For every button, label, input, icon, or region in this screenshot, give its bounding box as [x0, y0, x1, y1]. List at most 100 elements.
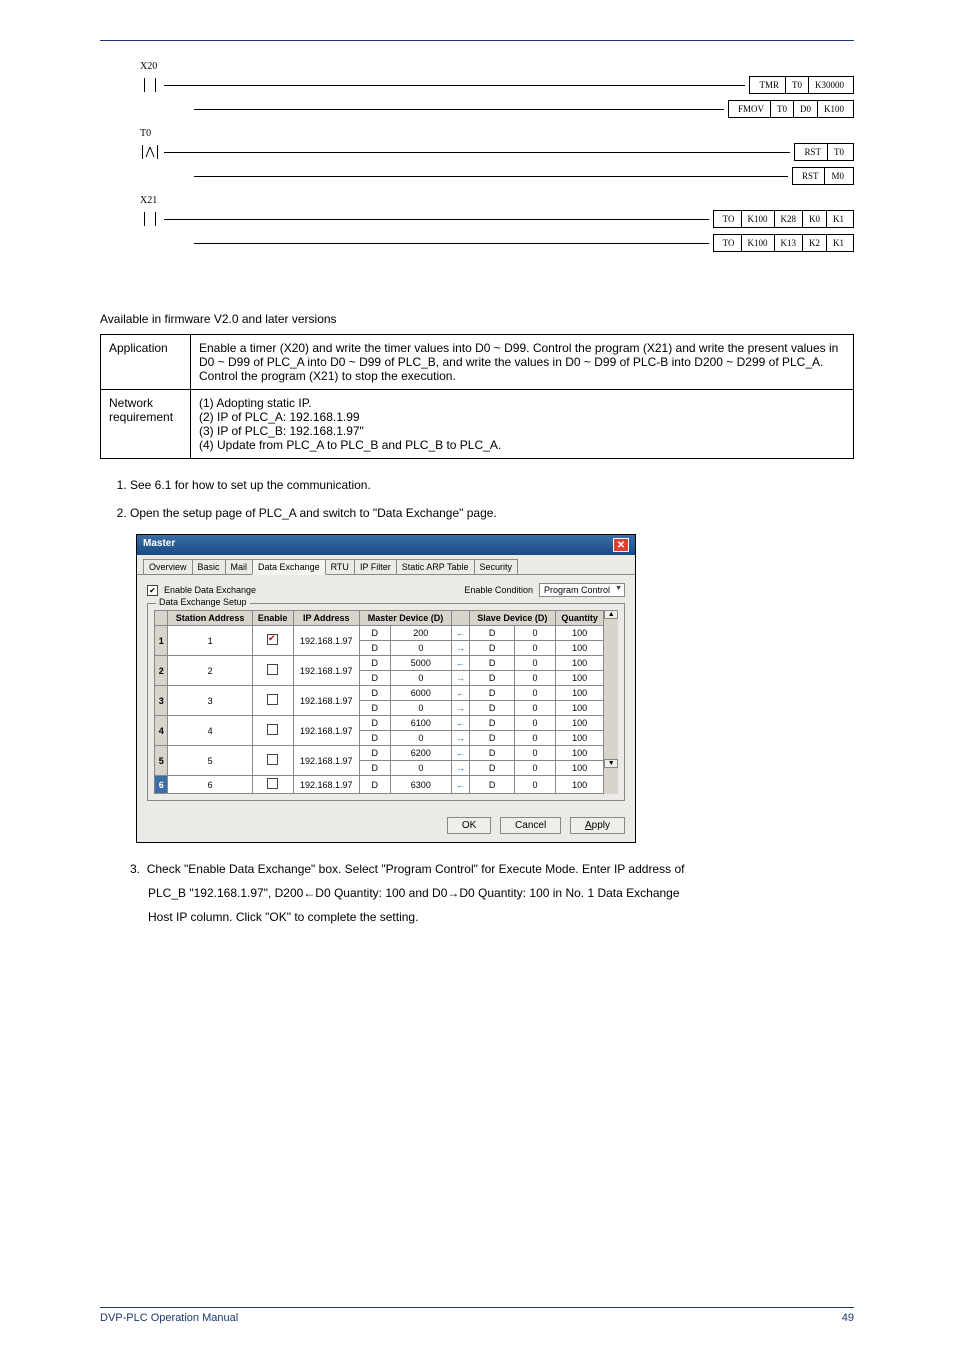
table-cell[interactable]: 2: [168, 656, 252, 686]
enable-checkbox-cell[interactable]: [252, 656, 293, 686]
ok-button[interactable]: OK: [447, 817, 491, 834]
table-cell[interactable]: 100: [555, 641, 604, 656]
table-cell[interactable]: D: [469, 656, 514, 671]
table-cell[interactable]: 192.168.1.97: [293, 716, 359, 746]
table-cell[interactable]: D: [469, 716, 514, 731]
tab-overview[interactable]: Overview: [143, 559, 193, 574]
table-cell[interactable]: D: [359, 761, 390, 776]
enable-checkbox-cell[interactable]: [252, 686, 293, 716]
table-row-num[interactable]: 3: [155, 686, 168, 716]
table-cell[interactable]: D: [359, 701, 390, 716]
table-cell[interactable]: D: [469, 701, 514, 716]
table-cell[interactable]: D: [469, 671, 514, 686]
info-table: Application Enable a timer (X20) and wri…: [100, 334, 854, 459]
table-cell[interactable]: D: [359, 716, 390, 731]
table-cell[interactable]: D: [469, 686, 514, 701]
table-cell[interactable]: D: [469, 731, 514, 746]
table-cell[interactable]: 192.168.1.97: [293, 626, 359, 656]
table-row-num[interactable]: 5: [155, 746, 168, 776]
table-cell[interactable]: D: [469, 641, 514, 656]
table-cell[interactable]: 100: [555, 671, 604, 686]
table-cell[interactable]: 0: [515, 641, 555, 656]
tab-basic[interactable]: Basic: [192, 559, 226, 574]
scrollbar[interactable]: ▲ ▼: [604, 610, 618, 794]
firmware-note: Available in firmware V2.0 and later ver…: [100, 312, 854, 326]
box-rst-m0: RSTM0: [792, 167, 854, 185]
table-row-num[interactable]: 1: [155, 626, 168, 656]
table-cell[interactable]: D: [359, 671, 390, 686]
table-cell[interactable]: 0: [515, 686, 555, 701]
table-cell[interactable]: 100: [555, 686, 604, 701]
table-cell[interactable]: D: [469, 776, 514, 794]
tab-arp[interactable]: Static ARP Table: [396, 559, 475, 574]
table-cell[interactable]: D: [359, 731, 390, 746]
table-cell[interactable]: 5: [168, 746, 252, 776]
table-cell[interactable]: D: [359, 686, 390, 701]
table-cell[interactable]: 0: [390, 761, 451, 776]
table-cell[interactable]: 0: [390, 731, 451, 746]
enable-data-exchange-checkbox[interactable]: ✔: [147, 585, 158, 596]
table-cell[interactable]: 4: [168, 716, 252, 746]
table-cell[interactable]: 100: [555, 731, 604, 746]
table-cell[interactable]: 3: [168, 686, 252, 716]
enable-checkbox-cell[interactable]: [252, 746, 293, 776]
table-cell[interactable]: 100: [555, 716, 604, 731]
table-row-num[interactable]: 4: [155, 716, 168, 746]
tab-data-exchange[interactable]: Data Exchange: [252, 559, 326, 575]
tab-ip-filter[interactable]: IP Filter: [354, 559, 397, 574]
table-row-num[interactable]: 2: [155, 656, 168, 686]
table-cell[interactable]: 0: [515, 716, 555, 731]
table-cell[interactable]: 5000: [390, 656, 451, 671]
table-cell[interactable]: 0: [515, 701, 555, 716]
table-cell[interactable]: 100: [555, 626, 604, 641]
enable-checkbox-cell[interactable]: [252, 716, 293, 746]
table-cell[interactable]: 100: [555, 701, 604, 716]
table-cell[interactable]: 192.168.1.97: [293, 686, 359, 716]
table-cell[interactable]: 100: [555, 656, 604, 671]
table-cell[interactable]: D: [359, 746, 390, 761]
tab-rtu[interactable]: RTU: [325, 559, 355, 574]
enable-checkbox-cell[interactable]: [252, 626, 293, 656]
table-cell[interactable]: 192.168.1.97: [293, 776, 359, 794]
table-cell[interactable]: 0: [515, 761, 555, 776]
table-cell[interactable]: 6200: [390, 746, 451, 761]
table-cell[interactable]: 0: [515, 776, 555, 794]
table-cell[interactable]: D: [359, 641, 390, 656]
enable-checkbox-cell[interactable]: [252, 776, 293, 794]
table-cell[interactable]: 0: [515, 731, 555, 746]
table-cell[interactable]: 0: [515, 656, 555, 671]
apply-text: pply: [592, 820, 610, 831]
table-cell[interactable]: 0: [515, 626, 555, 641]
table-cell[interactable]: 6300: [390, 776, 451, 794]
table-cell[interactable]: 1: [168, 626, 252, 656]
table-cell[interactable]: 192.168.1.97: [293, 656, 359, 686]
table-cell[interactable]: D: [359, 776, 390, 794]
table-cell[interactable]: D: [469, 746, 514, 761]
table-cell[interactable]: D: [359, 656, 390, 671]
tab-security[interactable]: Security: [474, 559, 519, 574]
table-cell[interactable]: 0: [515, 746, 555, 761]
table-cell[interactable]: 6000: [390, 686, 451, 701]
table-cell[interactable]: D: [359, 626, 390, 641]
table-cell[interactable]: 6100: [390, 716, 451, 731]
box-tmr: TMRT0K30000: [749, 76, 854, 94]
tab-mail[interactable]: Mail: [225, 559, 254, 574]
ladder-label-x21: X21: [140, 195, 157, 206]
table-cell[interactable]: 192.168.1.97: [293, 746, 359, 776]
table-cell[interactable]: 100: [555, 776, 604, 794]
table-row-num[interactable]: 6: [155, 776, 168, 794]
apply-button[interactable]: Apply: [570, 817, 625, 834]
cancel-button[interactable]: Cancel: [500, 817, 561, 834]
table-cell[interactable]: 200: [390, 626, 451, 641]
close-icon[interactable]: ✕: [613, 538, 629, 552]
table-cell[interactable]: 0: [390, 701, 451, 716]
table-cell[interactable]: 0: [390, 641, 451, 656]
table-cell[interactable]: 100: [555, 761, 604, 776]
table-cell[interactable]: 100: [555, 746, 604, 761]
enable-condition-select[interactable]: Program Control: [539, 583, 625, 597]
table-cell[interactable]: 0: [390, 671, 451, 686]
table-cell[interactable]: D: [469, 761, 514, 776]
table-cell[interactable]: 0: [515, 671, 555, 686]
table-cell[interactable]: D: [469, 626, 514, 641]
table-cell[interactable]: 6: [168, 776, 252, 794]
